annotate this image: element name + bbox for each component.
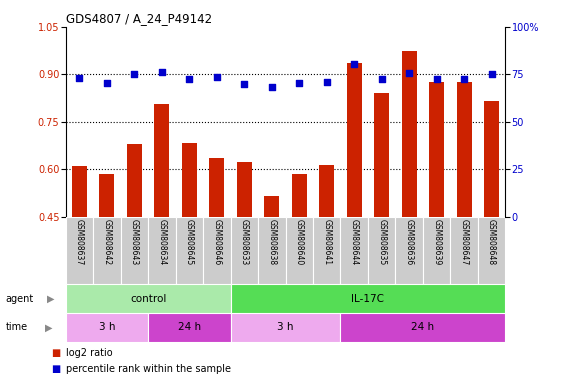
Bar <box>374 93 389 217</box>
Bar <box>286 217 313 284</box>
Text: 3 h: 3 h <box>278 322 293 333</box>
Point <box>322 79 331 85</box>
Text: GSM808647: GSM808647 <box>460 219 469 265</box>
Text: GSM808642: GSM808642 <box>102 219 111 265</box>
Bar <box>203 217 231 284</box>
Bar <box>209 158 224 217</box>
Text: ■: ■ <box>51 348 61 358</box>
Point <box>240 81 249 87</box>
Text: ▶: ▶ <box>47 293 55 304</box>
Text: percentile rank within the sample: percentile rank within the sample <box>66 364 231 374</box>
Text: GSM808643: GSM808643 <box>130 219 139 265</box>
Text: GSM808635: GSM808635 <box>377 219 386 265</box>
Bar <box>99 174 114 217</box>
Bar <box>401 51 417 217</box>
Bar <box>264 196 279 217</box>
Text: 24 h: 24 h <box>178 322 201 333</box>
Point <box>349 61 359 67</box>
Text: 3 h: 3 h <box>99 322 115 333</box>
Point <box>267 84 276 90</box>
Bar <box>451 217 478 284</box>
Bar <box>66 217 93 284</box>
Bar <box>258 217 286 284</box>
Point <box>212 74 222 80</box>
Text: GSM808637: GSM808637 <box>75 219 84 265</box>
Text: GSM808640: GSM808640 <box>295 219 304 265</box>
Bar <box>127 144 142 217</box>
Text: GSM808634: GSM808634 <box>158 219 166 265</box>
Bar <box>340 313 505 342</box>
Text: GSM808644: GSM808644 <box>349 219 359 265</box>
Bar <box>66 284 231 313</box>
Bar <box>231 217 258 284</box>
Point <box>102 80 111 86</box>
Point <box>75 75 84 81</box>
Point <box>432 75 441 81</box>
Bar <box>319 165 334 217</box>
Bar <box>423 217 451 284</box>
Bar <box>231 313 340 342</box>
Bar <box>478 217 505 284</box>
Text: 24 h: 24 h <box>411 322 435 333</box>
Text: control: control <box>130 293 166 304</box>
Point <box>295 80 304 86</box>
Bar <box>368 217 395 284</box>
Bar <box>237 162 252 217</box>
Text: GSM808648: GSM808648 <box>487 219 496 265</box>
Bar <box>395 217 423 284</box>
Text: GSM808645: GSM808645 <box>185 219 194 265</box>
Bar <box>313 217 340 284</box>
Point <box>185 76 194 82</box>
Text: GDS4807 / A_24_P49142: GDS4807 / A_24_P49142 <box>66 12 212 25</box>
Bar <box>72 166 87 217</box>
Text: GSM808638: GSM808638 <box>267 219 276 265</box>
Bar <box>154 104 170 217</box>
Text: ▶: ▶ <box>45 322 52 333</box>
Text: IL-17C: IL-17C <box>351 293 384 304</box>
Point <box>130 71 139 77</box>
Text: GSM808633: GSM808633 <box>240 219 249 265</box>
Text: GSM808636: GSM808636 <box>405 219 413 265</box>
Text: agent: agent <box>6 293 34 304</box>
Bar <box>292 174 307 217</box>
Text: GSM808639: GSM808639 <box>432 219 441 265</box>
Text: log2 ratio: log2 ratio <box>66 348 112 358</box>
Bar <box>231 284 505 313</box>
Text: ■: ■ <box>51 364 61 374</box>
Bar <box>429 82 444 217</box>
Bar <box>148 313 231 342</box>
Point <box>487 71 496 77</box>
Bar <box>120 217 148 284</box>
Bar <box>457 82 472 217</box>
Point <box>377 76 386 83</box>
Bar <box>484 101 499 217</box>
Bar <box>340 217 368 284</box>
Point <box>460 76 469 82</box>
Text: time: time <box>6 322 28 333</box>
Bar <box>176 217 203 284</box>
Bar <box>347 63 362 217</box>
Point <box>405 70 414 76</box>
Bar <box>148 217 176 284</box>
Bar <box>93 217 120 284</box>
Bar <box>66 313 148 342</box>
Text: GSM808646: GSM808646 <box>212 219 222 265</box>
Point <box>157 68 166 74</box>
Bar <box>182 142 197 217</box>
Text: GSM808641: GSM808641 <box>322 219 331 265</box>
